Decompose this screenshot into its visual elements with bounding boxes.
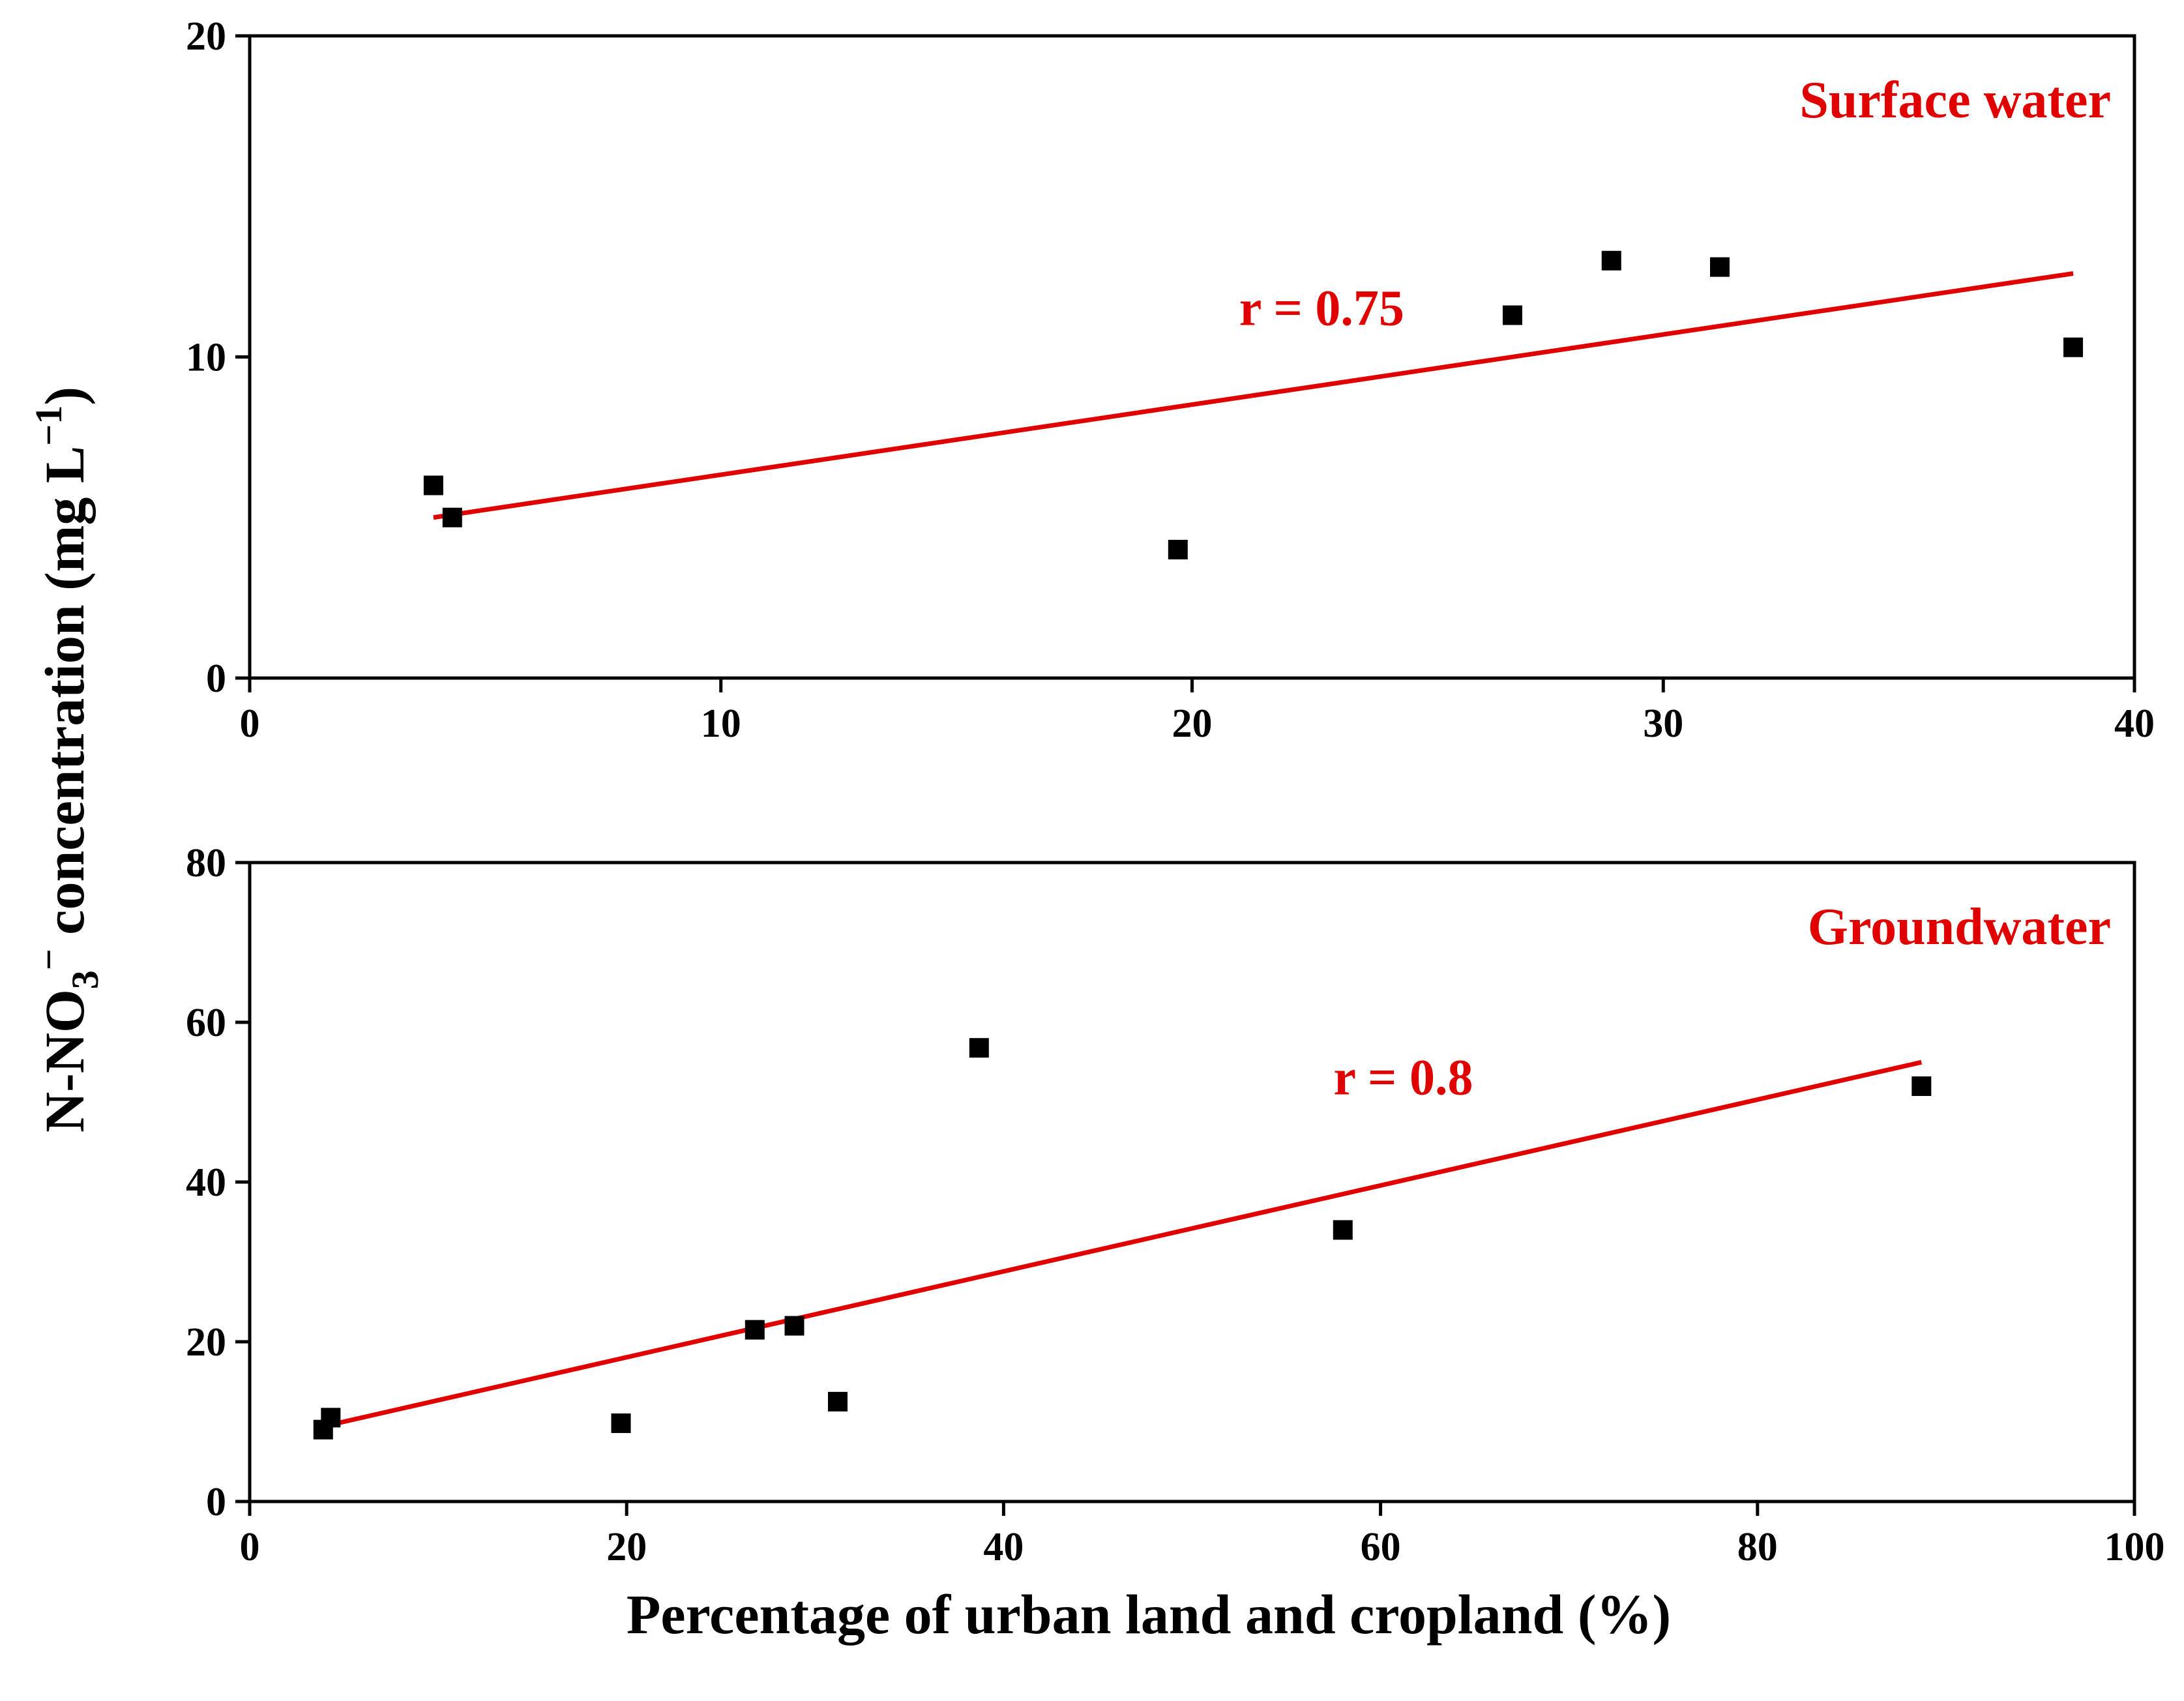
groundwater-panel-label: Groundwater [1808,898,2111,956]
surface-water-x-tick-label: 0 [240,702,260,746]
groundwater-y-tick-label: 0 [206,1480,226,1524]
surface-water-fit-line [433,271,2074,520]
groundwater-y-tick-label: 20 [186,1320,226,1365]
groundwater-x-tick-label: 0 [240,1525,260,1569]
groundwater-data-point [969,1038,989,1058]
groundwater-data-point [1911,1076,1932,1096]
groundwater-x-axis: 0 20 40 60 80 100 [240,1501,2165,1569]
y-axis-title-tail: concentration (mg L [33,446,96,949]
groundwater-fit-line [322,1059,1923,1429]
surface-water-panel: 0 10 20 0 10 20 30 40 Surface water r = 0.75 [186,14,2155,746]
groundwater-x-tick-label: 40 [983,1525,1024,1569]
surface-water-data-point [423,475,443,496]
surface-water-data-point [2063,337,2084,357]
groundwater-correlation-label: r = 0.8 [1333,1048,1473,1105]
groundwater-data-point [611,1413,631,1433]
surface-water-data-point [442,507,462,527]
y-axis-title-subscript: 3 [64,970,106,989]
groundwater-y-axis: 0 20 40 60 80 [186,841,250,1524]
groundwater-points [313,1038,1932,1440]
y-axis-title-superscript: − [27,949,70,970]
groundwater-x-tick-label: 80 [1737,1525,1778,1569]
groundwater-y-tick-label: 60 [186,1001,226,1045]
surface-water-y-tick-label: 0 [206,657,226,701]
surface-water-x-tick-label: 10 [701,702,741,746]
surface-water-y-axis: 0 10 20 [186,14,250,701]
groundwater-panel: 0 20 40 60 80 0 20 40 60 80 100 Groundwater r = 0… [186,841,2165,1569]
surface-water-x-tick-label: 40 [2114,702,2155,746]
surface-water-data-point [1709,257,1730,277]
y-axis-title-unit-superscript: −1 [27,406,70,446]
surface-water-x-axis: 0 10 20 30 40 [240,678,2155,746]
groundwater-y-tick-label: 80 [186,841,226,885]
groundwater-y-tick-label: 40 [186,1161,226,1205]
groundwater-x-tick-label: 60 [1361,1525,1401,1569]
surface-water-data-point [1601,250,1621,271]
surface-water-y-tick-label: 20 [186,14,226,59]
groundwater-plot-frame [248,861,2136,1503]
y-axis-title-close: ) [33,387,96,406]
groundwater-data-point [784,1316,804,1336]
y-axis-title-main: N-NO [33,989,96,1132]
groundwater-data-point [321,1408,341,1428]
surface-water-correlation-label: r = 0.75 [1239,279,1404,336]
groundwater-data-point [1333,1220,1353,1240]
y-axis-title: N-NO3− concentration (mg L−1) [27,387,106,1132]
surface-water-data-point [1502,305,1522,325]
surface-water-panel-label: Surface water [1799,72,2111,129]
groundwater-x-tick-label: 20 [606,1525,647,1569]
surface-water-points [423,250,2084,559]
surface-water-x-tick-label: 30 [1643,702,1683,746]
surface-water-data-point [1168,540,1188,559]
groundwater-x-tick-label: 100 [2104,1525,2165,1569]
surface-water-y-tick-label: 10 [186,336,226,380]
x-axis-title: Percentage of urban land and cropland (%… [627,1583,1671,1646]
groundwater-data-point [827,1391,848,1412]
surface-water-plot-frame [248,34,2136,680]
surface-water-x-tick-label: 20 [1172,702,1213,746]
groundwater-data-point [745,1320,765,1340]
